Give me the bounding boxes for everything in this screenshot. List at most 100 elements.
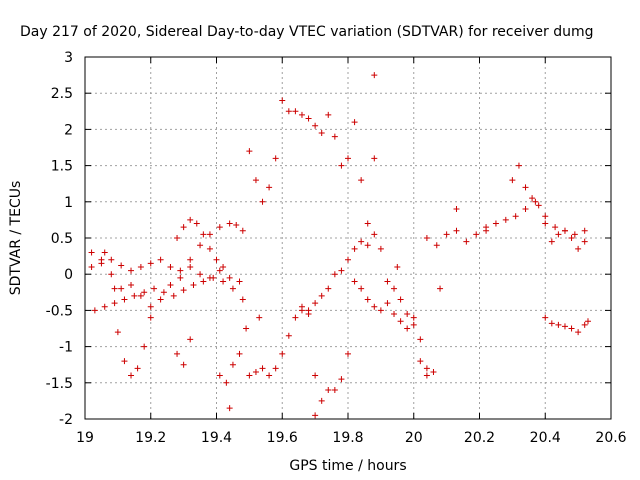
data-point <box>167 263 174 270</box>
x-tick-label: 20 <box>405 430 423 446</box>
data-point <box>292 314 299 321</box>
x-tick-label: 20.6 <box>595 430 626 446</box>
data-point <box>259 365 266 372</box>
data-point <box>243 325 250 332</box>
data-point <box>568 235 575 241</box>
data-point <box>512 213 519 220</box>
data-point <box>170 292 177 299</box>
data-point <box>292 108 299 115</box>
x-tick-label: 20.2 <box>464 430 495 446</box>
data-point <box>134 365 141 372</box>
data-point <box>108 256 115 263</box>
data-point <box>529 195 536 202</box>
data-point <box>190 282 197 289</box>
data-point <box>394 263 401 270</box>
data-point <box>384 278 391 285</box>
data-point <box>239 227 246 234</box>
data-point <box>391 285 398 292</box>
data-point <box>220 263 227 270</box>
data-point <box>229 361 236 368</box>
data-point <box>151 285 158 292</box>
y-tick-label: 1.5 <box>51 159 73 175</box>
data-point <box>206 274 213 281</box>
data-point <box>351 119 358 126</box>
data-point <box>345 350 351 357</box>
data-point <box>223 379 230 386</box>
data-point <box>180 361 187 368</box>
data-point <box>272 365 279 372</box>
data-point <box>141 289 148 296</box>
data-point <box>285 332 292 339</box>
data-point <box>561 227 568 234</box>
data-point <box>259 198 266 205</box>
y-tick-label: 2 <box>64 122 73 138</box>
data-point <box>114 329 121 336</box>
data-point <box>101 249 108 256</box>
data-point <box>252 177 259 184</box>
data-point <box>453 206 460 213</box>
data-point <box>552 224 559 231</box>
data-point <box>571 231 578 238</box>
data-point <box>417 358 424 365</box>
data-point <box>351 245 358 252</box>
data-point <box>285 108 292 115</box>
x-tick-label: 20.4 <box>530 430 561 446</box>
data-point <box>101 303 108 310</box>
data-point <box>312 300 319 307</box>
data-point <box>239 296 246 303</box>
data-point <box>160 289 167 296</box>
data-point <box>437 285 444 292</box>
data-point <box>568 325 575 332</box>
data-point <box>220 278 227 285</box>
data-point <box>410 321 417 328</box>
data-point <box>351 278 358 285</box>
y-tick-label: -2 <box>59 412 73 428</box>
data-point <box>584 318 591 325</box>
data-point <box>463 238 470 245</box>
data-point <box>312 372 319 379</box>
data-point <box>174 235 181 241</box>
data-point <box>200 231 207 238</box>
data-point <box>331 133 338 140</box>
x-tick-label: 19.6 <box>267 430 298 446</box>
x-tick-label: 19 <box>76 430 94 446</box>
x-tick-label: 19.4 <box>201 430 232 446</box>
data-point <box>377 245 384 252</box>
data-point <box>542 314 549 321</box>
data-point <box>410 314 417 321</box>
data-point <box>193 220 200 227</box>
data-point <box>157 256 164 263</box>
data-point <box>98 256 105 263</box>
y-tick-label: -1.5 <box>46 376 73 392</box>
data-point <box>397 296 404 303</box>
data-point <box>358 177 365 184</box>
data-point <box>88 249 95 256</box>
data-point <box>532 198 539 205</box>
data-point <box>233 221 240 228</box>
x-tick-label: 19.8 <box>332 430 363 446</box>
data-point <box>256 314 263 321</box>
data-point <box>325 387 332 394</box>
data-point <box>325 285 332 292</box>
x-axis-label: GPS time / hours <box>289 458 406 474</box>
x-tick-label: 19.2 <box>135 430 166 446</box>
data-point <box>581 238 588 245</box>
data-point <box>423 372 430 379</box>
data-point <box>404 311 411 318</box>
data-point <box>279 97 286 104</box>
data-point <box>561 323 568 330</box>
data-point <box>226 220 233 227</box>
data-point <box>266 184 273 191</box>
data-point <box>318 292 325 299</box>
data-point <box>364 220 371 227</box>
data-point <box>236 278 243 285</box>
data-point <box>417 336 424 343</box>
data-point <box>423 235 430 241</box>
data-point <box>397 318 404 325</box>
grid-lines <box>85 57 611 419</box>
data-point <box>187 216 194 223</box>
data-point <box>318 130 325 137</box>
data-point <box>371 155 378 162</box>
y-tick-label: 1 <box>64 195 73 211</box>
data-point <box>522 184 529 191</box>
